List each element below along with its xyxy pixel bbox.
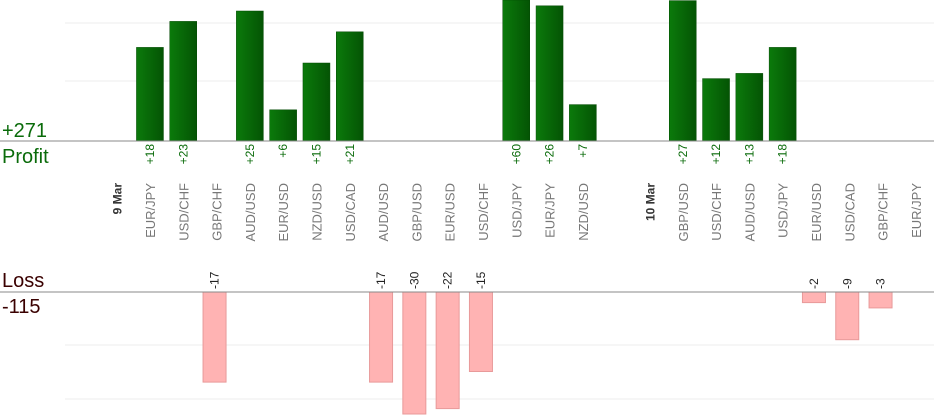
- loss-value-label: -22: [441, 271, 455, 289]
- category-label: AUD/USD: [742, 183, 757, 242]
- loss-bar: [801, 291, 826, 304]
- profit-value-label: +12: [709, 144, 723, 165]
- profit-value-label: +25: [243, 144, 257, 165]
- profit-value-label: +18: [143, 144, 157, 165]
- category-label: GBP/CHF: [876, 183, 891, 241]
- category-label: USD/CHF: [709, 183, 724, 241]
- category-label: EUR/USD: [443, 183, 458, 242]
- loss-value-label: -2: [807, 278, 821, 289]
- category-label: USD/CAD: [343, 183, 358, 242]
- profit-value-label: +27: [676, 144, 690, 165]
- profit-bar: [735, 73, 764, 142]
- profit-bar: [768, 47, 797, 142]
- profit-value-label: +23: [176, 144, 190, 165]
- loss-value-label: -17: [374, 271, 388, 289]
- loss-bar: [468, 291, 493, 372]
- loss-value-label: -3: [874, 278, 888, 289]
- category-label: EUR/USD: [809, 183, 824, 242]
- profit-label: Profit: [2, 146, 49, 168]
- category-label: USD/CHF: [476, 183, 491, 241]
- category-label: USD/CHF: [176, 183, 191, 241]
- profit-value-label: +60: [509, 144, 523, 165]
- category-label: USD/JPY: [509, 183, 524, 238]
- profit-bar: [502, 0, 530, 142]
- profit-value-label: +21: [343, 144, 357, 165]
- loss-total: -115: [2, 296, 41, 318]
- date-label: 10 Mar: [643, 183, 657, 221]
- category-label: NZD/USD: [309, 183, 324, 241]
- profit-value-label: +15: [309, 144, 323, 165]
- date-label: 9 Mar: [111, 183, 125, 215]
- category-label: GBP/USD: [409, 183, 424, 242]
- loss-bar: [369, 291, 394, 383]
- loss-value-label: -17: [208, 271, 222, 289]
- loss-bar: [868, 291, 893, 309]
- category-label: GBP/USD: [676, 183, 691, 242]
- profit-value-label: +7: [576, 144, 590, 158]
- profit-bar: [136, 47, 164, 142]
- profit-bar: [169, 21, 197, 142]
- profit-bar: [336, 31, 364, 142]
- category-label: NZD/USD: [576, 183, 591, 241]
- category-label: AUD/USD: [376, 183, 391, 242]
- profit-bar: [669, 0, 697, 142]
- loss-bar: [835, 291, 860, 341]
- profit-bar: [302, 62, 331, 142]
- category-label: EUR/JPY: [543, 183, 558, 238]
- category-label: EUR/JPY: [143, 183, 158, 238]
- profit-bar: [269, 109, 297, 142]
- profit-bar: [702, 78, 730, 142]
- loss-bar: [435, 291, 460, 410]
- profit-bar: [535, 5, 564, 142]
- loss-value-label: -9: [840, 278, 854, 289]
- category-label: USD/CAD: [842, 183, 857, 242]
- loss-bar: [402, 291, 427, 415]
- category-label: GBP/CHF: [210, 183, 225, 241]
- loss-value-label: -30: [407, 271, 421, 289]
- loss-label: Loss: [2, 270, 45, 292]
- loss-value-label: -15: [474, 271, 488, 289]
- profit-bar: [569, 104, 597, 142]
- profit-value-label: +26: [543, 144, 557, 165]
- loss-bar: [202, 291, 227, 383]
- category-label: AUD/USD: [243, 183, 258, 242]
- category-label: USD/JPY: [776, 183, 791, 238]
- profit-total: +271: [2, 120, 48, 142]
- profit-value-label: +6: [276, 144, 290, 158]
- category-label: EUR/USD: [276, 183, 291, 242]
- profit-bar: [236, 10, 264, 142]
- category-label: EUR/JPY: [909, 183, 924, 238]
- profit-value-label: +13: [742, 144, 756, 165]
- profit-value-label: +18: [776, 144, 790, 165]
